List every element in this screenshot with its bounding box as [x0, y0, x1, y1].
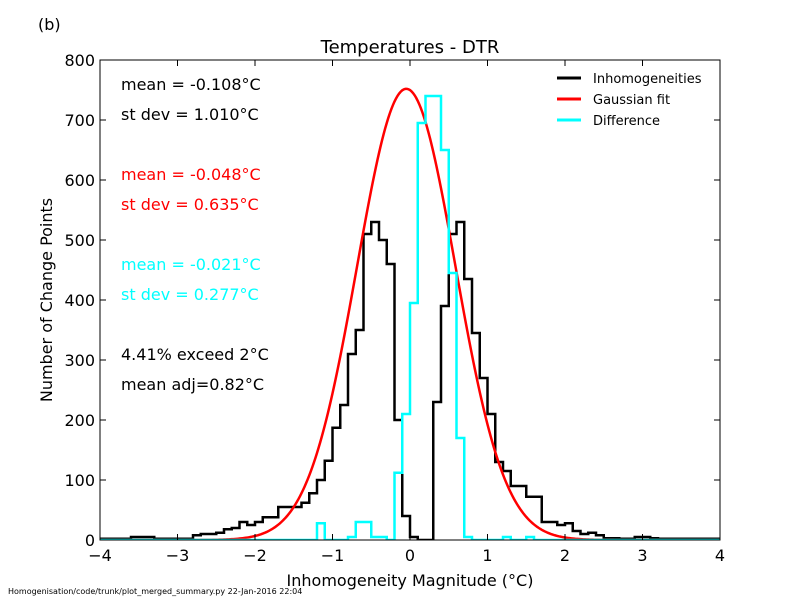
x-tick-label: −3 — [166, 546, 190, 565]
stats-annotation: mean = -0.021°C — [121, 255, 261, 274]
stats-annotation: st dev = 1.010°C — [121, 105, 259, 124]
x-tick-label: 3 — [637, 546, 647, 565]
x-tick-label: 2 — [560, 546, 570, 565]
legend-label-difference: Difference — [593, 114, 660, 129]
footer-path: Homogenisation/code/trunk/plot_merged_su… — [8, 587, 302, 596]
y-tick-label: 500 — [64, 231, 95, 250]
series-layer — [100, 87, 720, 540]
y-axis: 0 100 200 300 400 500 600 700 800 — [64, 51, 720, 550]
stats-annotation: mean = -0.108°C — [121, 75, 261, 94]
chart-title: Temperatures - DTR — [320, 37, 500, 58]
panel-label: (b) — [38, 15, 61, 34]
legend-label-inhomogeneities: Inhomogeneities — [593, 72, 702, 87]
y-axis-label: Number of Change Points — [37, 198, 56, 402]
x-tick-label: 4 — [715, 546, 725, 565]
x-axis-label: Inhomogeneity Magnitude (°C) — [287, 571, 534, 590]
x-tick-label: −2 — [243, 546, 267, 565]
y-tick-label: 400 — [64, 291, 95, 310]
x-tick-label: −1 — [321, 546, 345, 565]
legend-label-gaussian-fit: Gaussian fit — [593, 93, 670, 108]
x-tick-label: 0 — [405, 546, 415, 565]
difference-series — [100, 94, 720, 540]
stats-annotations: mean = -0.108°C st dev = 1.010°C mean = -0… — [121, 75, 269, 394]
stats-annotation: st dev = 0.635°C — [121, 195, 259, 214]
y-tick-label: 0 — [85, 531, 95, 550]
y-tick-label: 300 — [64, 351, 95, 370]
y-tick-label: 700 — [64, 111, 95, 130]
stats-annotation: st dev = 0.277°C — [121, 285, 259, 304]
x-axis: −4 −3 −2 −1 0 1 2 3 4 — [88, 60, 725, 565]
stats-annotation: mean = -0.048°C — [121, 165, 261, 184]
y-tick-label: 100 — [64, 471, 95, 490]
y-tick-label: 800 — [64, 51, 95, 70]
y-tick-label: 600 — [64, 171, 95, 190]
stats-annotation: 4.41% exceed 2°C — [121, 345, 269, 364]
legend: Inhomogeneities Gaussian fit Difference — [557, 72, 702, 129]
inhomogeneities-series — [100, 220, 720, 540]
y-tick-label: 200 — [64, 411, 95, 430]
x-tick-label: −4 — [88, 546, 112, 565]
x-tick-label: 1 — [482, 546, 492, 565]
stats-annotation: mean adj=0.82°C — [121, 375, 264, 394]
